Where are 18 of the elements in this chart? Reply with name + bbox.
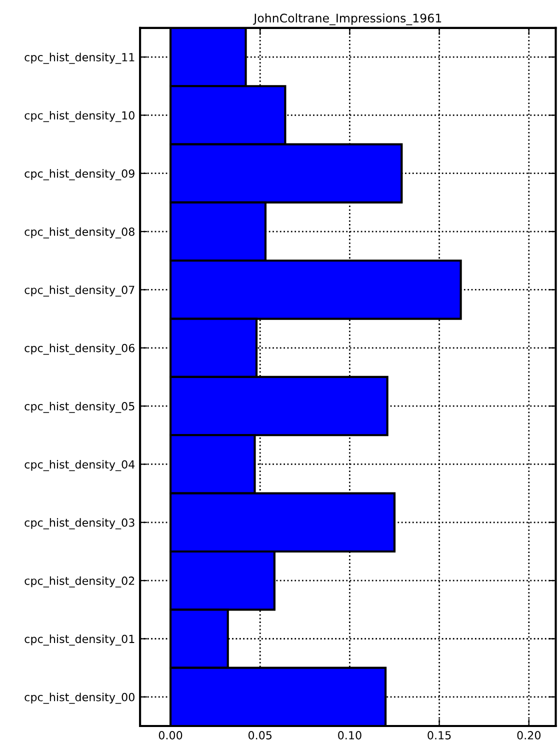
y-tick-label: cpc_hist_density_01 bbox=[24, 634, 134, 646]
y-tick-label: cpc_hist_density_06 bbox=[24, 344, 134, 355]
y-tick-label: cpc_hist_density_02 bbox=[24, 576, 134, 588]
y-tick-label: cpc_hist_density_08 bbox=[24, 227, 134, 238]
y-tick-label: cpc_hist_density_07 bbox=[24, 285, 134, 297]
y-tick-label: cpc_hist_density_11 bbox=[24, 52, 134, 64]
y-tick-label: cpc_hist_density_04 bbox=[24, 460, 135, 472]
y-tick-label: cpc_hist_density_09 bbox=[24, 169, 134, 180]
x-tick-label: 0.20 bbox=[517, 731, 541, 740]
y-tick-label: cpc_hist_density_03 bbox=[24, 518, 134, 530]
chart-title: JohnColtrane_Impressions_1961 bbox=[253, 13, 442, 26]
x-tick-label: 0.10 bbox=[338, 731, 362, 740]
x-tick-label: 0.05 bbox=[248, 731, 272, 740]
x-tick-label: 0.15 bbox=[428, 731, 451, 740]
x-tick-label: 0.00 bbox=[158, 731, 182, 740]
y-tick-label: cpc_hist_density_00 bbox=[24, 692, 134, 704]
y-tick-label: cpc_hist_density_10 bbox=[24, 110, 134, 122]
y-tick-label: cpc_hist_density_05 bbox=[24, 402, 134, 413]
